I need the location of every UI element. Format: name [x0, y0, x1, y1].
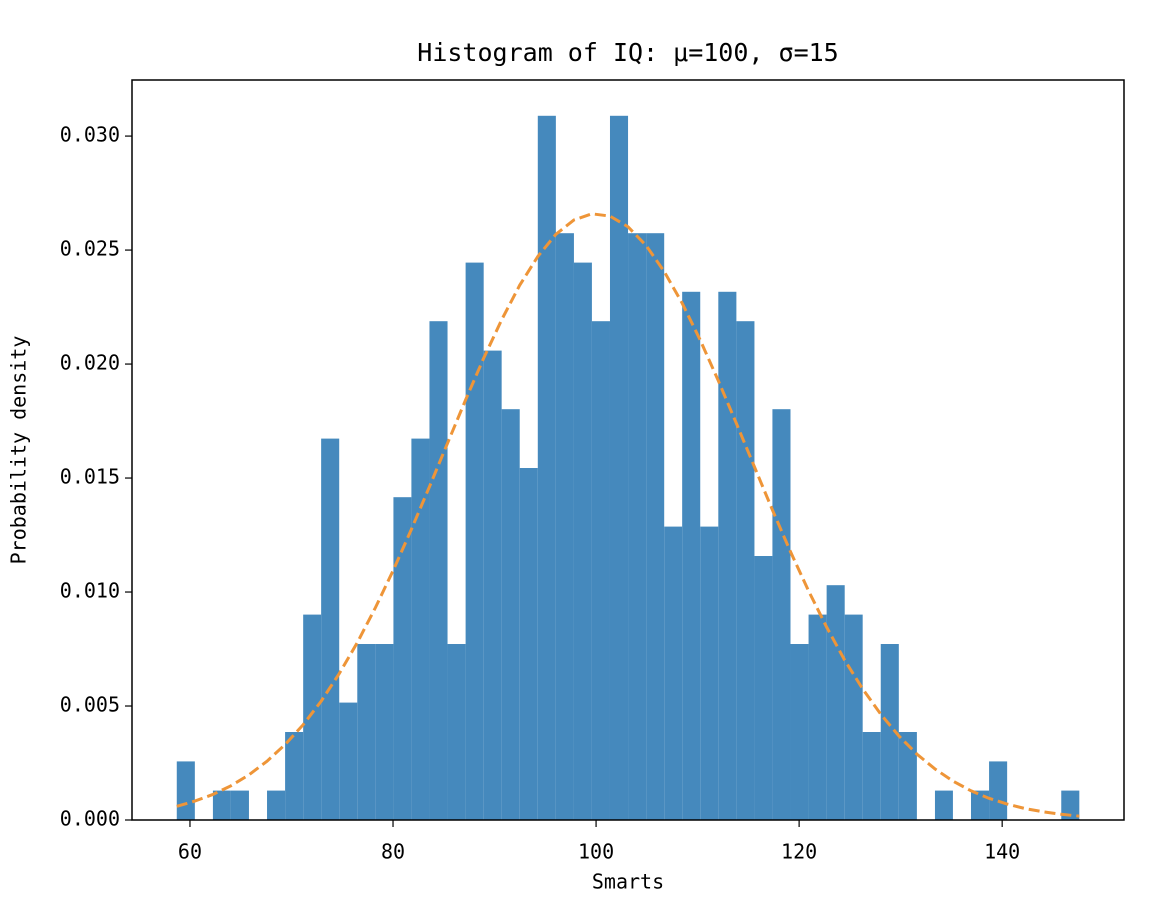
chart-title: Histogram of IQ: μ=100, σ=15: [417, 38, 838, 67]
bar: [230, 790, 249, 820]
x-tick-label: 120: [781, 840, 817, 864]
bar: [519, 468, 538, 820]
bar: [303, 614, 322, 820]
bar: [718, 291, 737, 820]
bar: [267, 790, 286, 820]
bar: [555, 233, 574, 821]
bar: [483, 350, 502, 820]
bar: [844, 614, 863, 820]
bar: [682, 291, 701, 820]
bar: [808, 614, 827, 820]
x-tick-label: 60: [178, 840, 202, 864]
axes-frame: [131, 79, 1125, 821]
bar: [429, 321, 448, 820]
x-tick-label: 100: [578, 840, 614, 864]
bar: [628, 233, 647, 821]
bar: [772, 409, 791, 820]
bar: [664, 526, 683, 820]
bar: [790, 644, 809, 820]
bar: [989, 761, 1008, 820]
bar: [537, 115, 556, 820]
y-tick-label: 0.020: [60, 351, 120, 375]
bar: [411, 438, 430, 820]
y-tick-label: 0.010: [60, 579, 120, 603]
bar: [393, 497, 412, 820]
bar: [176, 761, 195, 820]
y-tick-label: 0.005: [60, 693, 120, 717]
bar: [339, 702, 358, 820]
y-tick-label: 0.015: [60, 465, 120, 489]
bar: [1061, 790, 1080, 820]
bar: [285, 732, 304, 820]
bar: [447, 644, 466, 820]
bar: [501, 409, 520, 820]
bar: [862, 732, 881, 820]
y-axis-label: Probability density: [7, 336, 31, 565]
bar: [700, 526, 719, 820]
x-axis-label: Smarts: [592, 870, 664, 894]
bar: [934, 790, 953, 820]
bar: [573, 262, 592, 820]
bar: [465, 262, 484, 820]
bar: [375, 644, 394, 820]
bar: [357, 644, 376, 820]
bar: [880, 644, 899, 820]
bar: [321, 438, 340, 820]
bar: [898, 732, 917, 820]
bar: [971, 790, 990, 820]
bar: [591, 321, 610, 820]
x-tick-label: 80: [381, 840, 405, 864]
bar: [736, 321, 755, 820]
y-tick-label: 0.025: [60, 237, 120, 261]
bar: [609, 115, 629, 820]
y-tick-label: 0.000: [60, 807, 120, 831]
bar: [826, 585, 845, 820]
y-tick-label: 0.030: [60, 123, 120, 147]
x-tick-label: 140: [984, 840, 1020, 864]
bar: [212, 790, 231, 820]
pdf-curve: [176, 212, 1080, 818]
bar: [646, 233, 665, 821]
bar: [754, 556, 773, 820]
